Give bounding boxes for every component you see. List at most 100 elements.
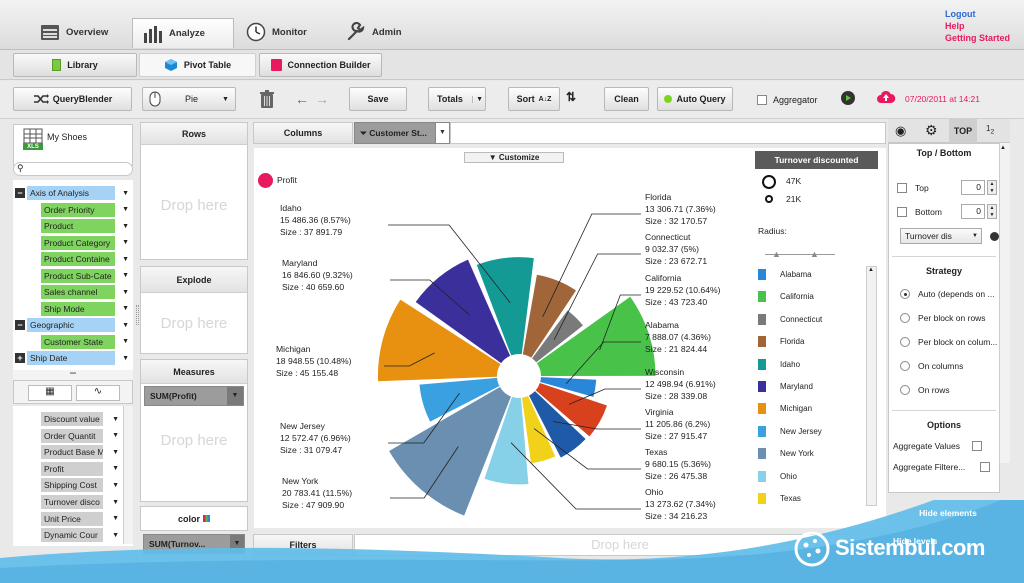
expand-icon[interactable]: +	[15, 353, 25, 363]
play-icon[interactable]	[841, 91, 855, 105]
pivot-table-button[interactable]: Pivot Table	[139, 53, 256, 77]
tab-top[interactable]: TOP	[949, 119, 977, 143]
tree-item[interactable]: Product Sub-Cate ▼	[13, 268, 131, 283]
tab-overview[interactable]: Overview	[30, 18, 118, 46]
pie-slice-alabama[interactable]	[540, 377, 597, 397]
strategy-option[interactable]: On rows	[900, 385, 950, 395]
strategy-radio[interactable]	[900, 385, 910, 395]
legend-item[interactable]: Texas	[758, 493, 801, 504]
sort-button[interactable]: Sort A↓Z	[508, 87, 560, 111]
legend-item[interactable]: Maryland	[758, 381, 813, 392]
legend-item[interactable]: Idaho	[758, 358, 800, 370]
trash-icon[interactable]	[259, 90, 275, 109]
strategy-option[interactable]: Per block on colum...	[900, 337, 997, 347]
tab-monitor[interactable]: Monitor	[236, 18, 317, 46]
scroll-up-icon[interactable]: ▲	[1000, 145, 1006, 151]
color-zone[interactable]: color	[140, 506, 248, 531]
chevron-down-icon[interactable]: ▼	[112, 465, 119, 473]
radius-slider-min-handle[interactable]: ▲	[772, 249, 781, 259]
pie-slice-virginia[interactable]	[529, 391, 586, 458]
tree-item[interactable]: Customer State ▼	[13, 334, 131, 349]
pie-slice-idaho[interactable]	[476, 257, 534, 356]
pie-slice-wisconsin[interactable]	[535, 382, 607, 437]
cloud-upload-icon[interactable]	[876, 89, 896, 105]
query-blender-button[interactable]: QueryBlender	[13, 87, 132, 111]
measure-list-item[interactable]: Dynamic Cour ▼	[41, 528, 121, 543]
connection-builder-button[interactable]: Connection Builder	[259, 53, 382, 77]
strategy-option[interactable]: Auto (depends on ...	[900, 289, 995, 299]
tree-group[interactable]: − Axis of Analysis ▼	[13, 186, 131, 200]
clean-button[interactable]: Clean	[604, 87, 649, 111]
tab-admin[interactable]: Admin	[336, 18, 412, 46]
customize-button[interactable]: ▼ Customize	[464, 152, 564, 163]
strategy-option[interactable]: On columns	[900, 361, 963, 371]
pie-slice-new-york[interactable]	[389, 387, 511, 516]
radius-slider-max-handle[interactable]: ▲	[810, 249, 819, 259]
chevron-down-icon[interactable]: ▼	[122, 338, 129, 345]
top-measure-select[interactable]: Turnover dis ▼	[900, 228, 982, 244]
chevron-down-icon[interactable]: ▼	[112, 415, 119, 423]
columns-pill-customer-state[interactable]: ⏷ Customer St... ▼	[354, 122, 450, 144]
bottom-count-input[interactable]: 0	[961, 204, 985, 219]
chart-type-select[interactable]: Pie ▼	[142, 87, 236, 111]
chevron-down-icon[interactable]: ▼	[112, 432, 119, 440]
tab-rank[interactable]: 12	[986, 124, 994, 136]
tree-item[interactable]: Order Priority ▼	[13, 202, 131, 217]
measure-list-item[interactable]: Product Base M ▼	[41, 445, 121, 460]
measure-list-item[interactable]: Turnover disco ▼	[41, 495, 121, 509]
chevron-down-icon[interactable]: ▼	[435, 123, 449, 143]
chevron-down-icon[interactable]: ▼	[122, 288, 129, 296]
auto-query-button[interactable]: Auto Query	[657, 87, 733, 111]
redo-icon[interactable]: →	[315, 91, 329, 107]
aggregate-filtered-checkbox[interactable]	[980, 462, 990, 472]
library-button[interactable]: Library	[13, 53, 137, 77]
legend-item[interactable]: Ohio	[758, 470, 797, 482]
measures-zone[interactable]: Measures SUM(Profit) ▼ Drop here	[140, 359, 248, 502]
top-checkbox[interactable]	[897, 183, 907, 193]
save-button[interactable]: Save	[349, 87, 407, 111]
chevron-down-icon[interactable]: ▼	[122, 354, 129, 362]
tree-group[interactable]: − Geographic ▼	[13, 318, 131, 332]
color-pill-turnover[interactable]: SUM(Turnov... ▼	[143, 534, 245, 554]
tree-item[interactable]: Product ▼	[13, 219, 131, 233]
strategy-option[interactable]: Per block on rows	[900, 313, 986, 323]
right-panel-scrollbar[interactable]	[999, 143, 1010, 463]
chevron-down-icon[interactable]: ▼	[227, 387, 243, 405]
legend-scrollbar[interactable]: ▲	[866, 266, 877, 506]
chevron-down-icon[interactable]: ▼	[122, 206, 129, 213]
legend-item[interactable]: Michigan	[758, 403, 812, 415]
legend-item[interactable]: California	[758, 291, 814, 303]
field-search-input[interactable]: ⚲	[13, 162, 133, 176]
splitter-handle[interactable]	[136, 305, 139, 325]
chevron-down-icon[interactable]: ▼	[122, 189, 129, 197]
tab-analyze[interactable]: Analyze	[132, 18, 234, 48]
pie-slice-texas[interactable]	[522, 396, 556, 464]
aggregator-checkbox[interactable]	[757, 95, 767, 105]
chevron-down-icon[interactable]: ▼	[122, 255, 129, 263]
pie-slice-california[interactable]	[536, 296, 656, 376]
chevron-down-icon[interactable]: ▼	[112, 498, 119, 506]
collapse-icon[interactable]: −	[15, 320, 25, 330]
measure-list-item[interactable]: Unit Price ▼	[41, 511, 121, 526]
columns-drop-area[interactable]	[450, 122, 886, 144]
pie-slice-maryland[interactable]	[415, 259, 511, 364]
measure-list-item[interactable]: Shipping Cost ▼	[41, 478, 121, 493]
chevron-down-icon[interactable]: ▼	[112, 448, 119, 456]
tree-item[interactable]: Sales channel ▼	[13, 285, 131, 299]
data-source-header[interactable]: XLS My Shoes	[13, 124, 133, 166]
chevron-down-icon[interactable]: ▼	[230, 535, 244, 553]
tree-item[interactable]: Product Category ▼	[13, 235, 131, 250]
strategy-radio[interactable]	[900, 361, 910, 371]
pie-slice-ohio[interactable]	[484, 396, 529, 485]
top-count-stepper[interactable]: ▲ ▼	[987, 180, 997, 195]
legend-item[interactable]: Florida	[758, 336, 804, 348]
formula-icon[interactable]: ∿	[76, 385, 120, 401]
pie-slice-florida[interactable]	[522, 274, 576, 358]
legend-item[interactable]: New York	[758, 448, 814, 460]
pie-slice-connecticut[interactable]	[532, 310, 583, 363]
calculator-icon[interactable]: ▦	[28, 385, 72, 401]
tree-item[interactable]: Product Containe ▼	[13, 252, 131, 266]
getting-started-link[interactable]: Getting Started	[944, 33, 1010, 43]
chevron-down-icon[interactable]: ▼	[122, 222, 129, 230]
chevron-down-icon[interactable]: ▼	[122, 239, 129, 246]
